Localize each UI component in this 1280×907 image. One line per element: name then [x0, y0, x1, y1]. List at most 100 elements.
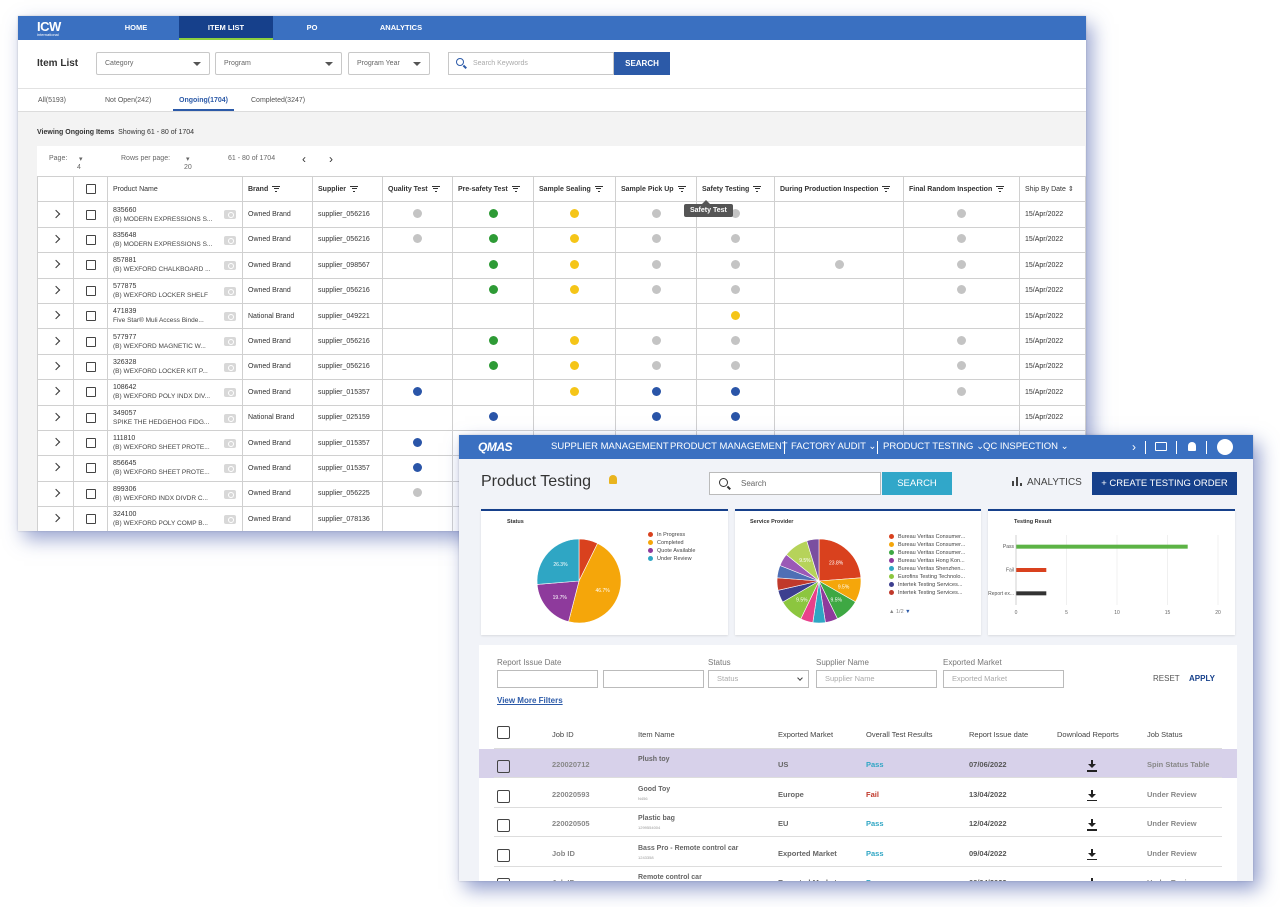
status-dot-icon[interactable] [731, 412, 740, 422]
prev-page-button[interactable]: ‹ [302, 152, 306, 166]
row-checkbox[interactable] [73, 252, 108, 279]
row-checkbox[interactable] [73, 404, 108, 431]
product-name-cell[interactable]: 577977 (B) WEXFORD MAGNETIC W... [107, 328, 243, 355]
column-during-production-inspection[interactable]: During Production Inspection [774, 175, 904, 203]
table-row[interactable]: Job ID Bass Pro - Remote control car 12433… [479, 838, 1237, 867]
status-dot-icon[interactable] [731, 259, 740, 269]
legend-pager[interactable]: ▲ 1/2 ▼ [889, 609, 911, 615]
camera-icon[interactable] [224, 438, 236, 448]
row-checkbox[interactable] [73, 429, 108, 457]
status-dot-icon[interactable] [651, 259, 661, 269]
job-id[interactable]: 220020712 [552, 760, 590, 769]
search-button[interactable]: SEARCH [882, 472, 952, 495]
filter-icon[interactable] [350, 185, 359, 192]
pie-slice[interactable] [818, 538, 862, 582]
nav-product-management[interactable]: PRODUCT MANAGEMENT [670, 441, 788, 452]
row-checkbox[interactable] [73, 353, 108, 381]
legend-item[interactable]: Bureau Veritas Hong Kon... [889, 557, 965, 565]
status-dot-icon[interactable] [413, 437, 422, 447]
status-dot-icon[interactable] [731, 310, 740, 320]
camera-icon[interactable] [224, 235, 236, 245]
expand-row-button[interactable] [37, 353, 74, 381]
reset-button[interactable]: RESET [1153, 674, 1180, 683]
column-item-name[interactable]: Item Name [638, 730, 675, 739]
row-checkbox[interactable] [73, 379, 108, 406]
job-id[interactable]: 220020505 [552, 819, 590, 828]
search-button[interactable]: SEARCH [614, 52, 670, 75]
status-dot-icon[interactable] [488, 336, 498, 346]
filter-icon[interactable] [677, 185, 686, 192]
table-row[interactable]: 220020712 Plush toy US Pass 07/06/2022 Spin S… [479, 749, 1237, 778]
status-dot-icon[interactable] [413, 386, 422, 396]
product-name-cell[interactable]: 349057 SPIKE THE HEDGEHOG FIDG... [107, 404, 243, 431]
filter-icon[interactable] [511, 185, 520, 192]
job-id[interactable]: 220020593 [552, 789, 590, 799]
legend-item[interactable]: Eurofins Testing Technolo... [889, 573, 965, 581]
program-select[interactable]: Program [215, 52, 342, 75]
camera-icon[interactable] [224, 210, 236, 220]
filter-icon[interactable] [594, 185, 603, 192]
status-dot-icon[interactable] [957, 234, 966, 244]
status-dot-icon[interactable] [957, 285, 966, 295]
analytics-button[interactable]: ANALYTICS [1012, 477, 1082, 488]
filter-icon[interactable] [272, 185, 281, 192]
expand-row-button[interactable] [37, 429, 74, 457]
download-icon[interactable] [1087, 819, 1097, 831]
column-exported-market[interactable]: Exported Market [778, 730, 834, 739]
status-dot-icon[interactable] [488, 361, 498, 371]
table-row[interactable]: 577977 (B) WEXFORD MAGNETIC W... Owned Bra… [37, 328, 1086, 355]
camera-icon[interactable] [224, 286, 236, 296]
view-more-filters-link[interactable]: View More Filters [497, 696, 563, 705]
row-checkbox[interactable] [73, 226, 108, 254]
select-all-checkbox[interactable] [73, 175, 108, 203]
bar[interactable] [1016, 544, 1188, 549]
status-dot-icon[interactable] [488, 234, 498, 244]
keyword-search-input[interactable]: Search Keywords [448, 52, 614, 75]
row-checkbox[interactable] [497, 789, 510, 803]
legend-item[interactable]: Under Review [648, 555, 695, 563]
legend-item[interactable]: In Progress [648, 531, 695, 539]
column-quality-test[interactable]: Quality Test [382, 175, 453, 203]
camera-icon[interactable] [224, 337, 236, 347]
table-row[interactable]: 220020505 Plastic bag 1299554004 EU Pass 12/0… [479, 808, 1237, 837]
testing-result-bar-chart[interactable]: 0 5 10 15 20 Pass Fail Report ex... [988, 529, 1233, 629]
legend-item[interactable]: Bureau Veritas Consumer... [889, 541, 965, 549]
message-icon[interactable] [1155, 442, 1167, 451]
row-checkbox[interactable] [73, 328, 108, 355]
expand-row-button[interactable] [37, 379, 74, 406]
row-checkbox[interactable] [73, 455, 108, 482]
avatar[interactable] [1217, 439, 1233, 455]
column-supplier[interactable]: Supplier [312, 175, 383, 203]
download-icon[interactable] [1087, 789, 1097, 802]
row-checkbox[interactable] [73, 480, 108, 508]
page-select[interactable]: 4 ▾ [77, 156, 83, 171]
camera-icon[interactable] [224, 413, 236, 423]
column-safety-testing[interactable]: Safety Testing [696, 175, 775, 203]
expand-row-button[interactable] [37, 506, 74, 531]
status-dot-icon[interactable] [570, 234, 579, 244]
next-page-button[interactable]: › [329, 152, 333, 166]
pie-slice[interactable] [536, 580, 580, 623]
filter-icon[interactable] [996, 185, 1005, 192]
select-all-checkbox[interactable] [497, 726, 510, 739]
status-dot-icon[interactable] [957, 336, 966, 346]
column-brand[interactable]: Brand [242, 175, 313, 203]
expand-row-button[interactable] [37, 480, 74, 508]
service-provider-pie-chart[interactable]: 23.8% 9.5% 9.5% 9.5% 9.5% [769, 531, 869, 631]
supplier-name-input[interactable]: Supplier Name [816, 670, 937, 688]
search-input[interactable]: Search [709, 472, 881, 495]
legend-item[interactable]: Intertek Testing Services... [889, 589, 965, 597]
expand-row-button[interactable] [37, 277, 74, 304]
status-dot-icon[interactable] [651, 285, 661, 295]
apply-button[interactable]: APPLY [1189, 674, 1215, 683]
expand-row-button[interactable] [37, 404, 74, 431]
status-dot-icon[interactable] [651, 336, 661, 346]
table-row[interactable]: 835660 (B) MODERN EXPRESSIONS S... Owned B… [37, 201, 1086, 228]
status-dot-icon[interactable] [731, 386, 740, 396]
row-checkbox[interactable] [497, 848, 510, 862]
product-name-cell[interactable]: 577875 (B) WEXFORD LOCKER SHELF [107, 277, 243, 304]
status-pie-chart[interactable]: 46.7% 19.7% 26.3% [529, 531, 629, 631]
expand-row-button[interactable] [37, 252, 74, 279]
status-dot-icon[interactable] [651, 361, 661, 371]
column-job-id[interactable]: Job ID [552, 730, 574, 739]
